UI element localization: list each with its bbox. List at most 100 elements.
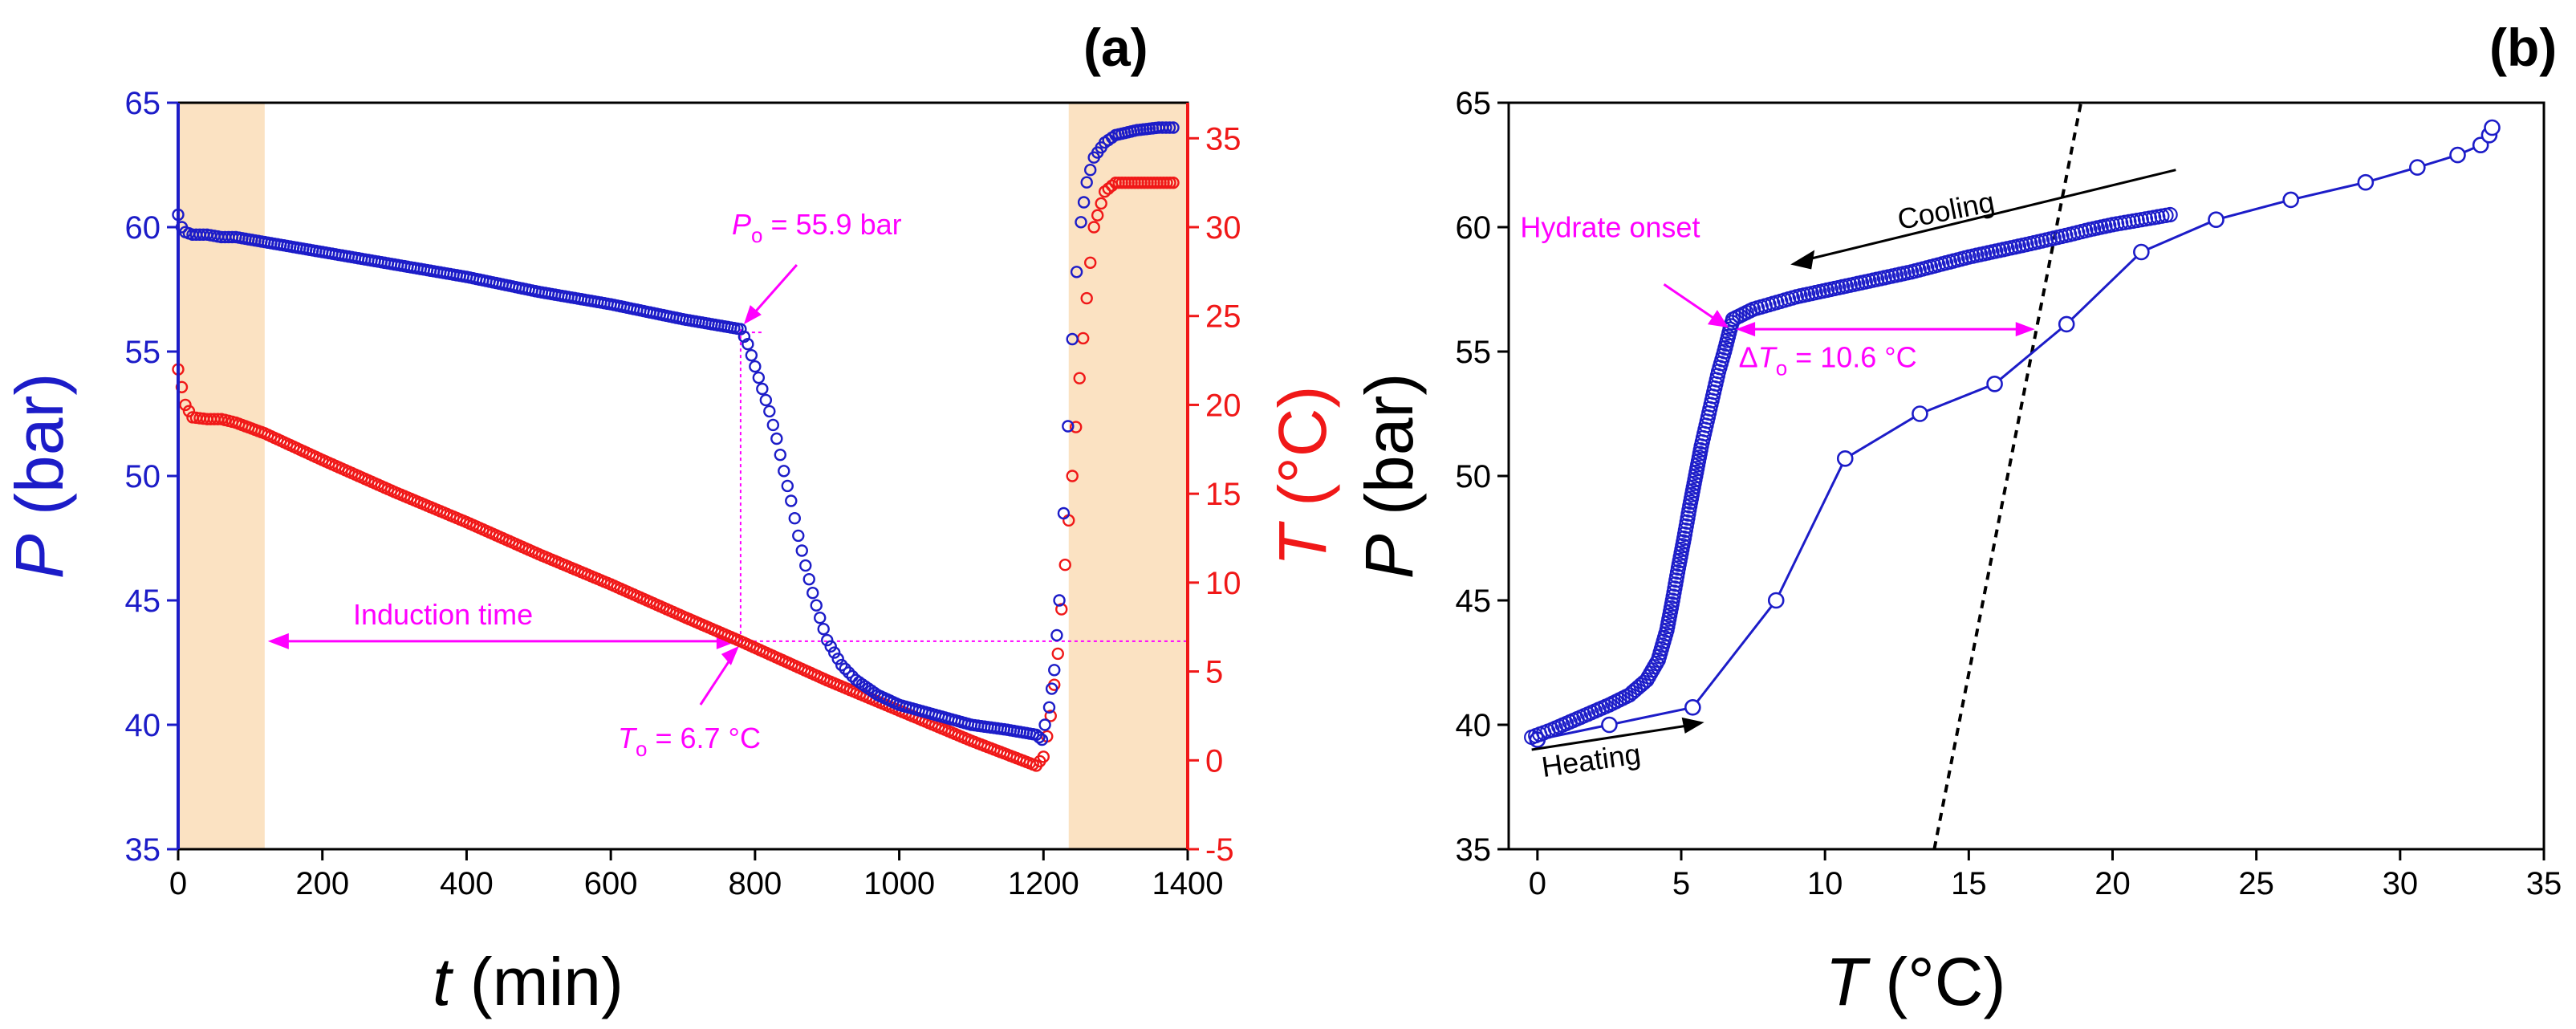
- heating-point: [2484, 119, 2501, 136]
- y-right-axis-title: T (°C): [1265, 386, 1340, 567]
- heating-point: [1986, 375, 2003, 392]
- heating-point: [2357, 173, 2375, 191]
- y-left-tick-label: 55: [125, 335, 161, 370]
- pressure-point: [785, 494, 798, 507]
- x-tick-label: 200: [295, 866, 349, 901]
- temperature-point: [1070, 421, 1083, 433]
- pressure-point: [1050, 628, 1063, 642]
- heating-point: [2282, 191, 2299, 209]
- pressure-point: [1163, 121, 1176, 134]
- x-tick-label: 10: [1807, 866, 1843, 901]
- pressure-point: [802, 572, 815, 586]
- po-annotation: Po = 55.9 bar: [732, 208, 902, 247]
- x-tick-label: 1200: [1008, 866, 1079, 901]
- x-tick-label: 20: [2095, 866, 2131, 901]
- pressure-point: [821, 633, 834, 647]
- pressure-point: [1075, 216, 1087, 229]
- pressure-point: [1062, 420, 1075, 433]
- pressure-point: [1080, 176, 1093, 189]
- temperature-point: [1073, 372, 1086, 384]
- pressure-point: [807, 587, 819, 600]
- pressure-point: [1035, 733, 1049, 746]
- x-tick-label: 600: [584, 866, 638, 901]
- pressure-point: [778, 465, 790, 478]
- heating-point: [2449, 146, 2466, 164]
- temperature-point: [1098, 185, 1111, 198]
- pressure-point: [1048, 664, 1061, 677]
- temperature-point: [1044, 710, 1057, 722]
- pressure-point: [745, 348, 758, 362]
- axis-ticks: 0 5 10 15 20 25 30 35 35 40 45 50 55 60 65: [1456, 86, 2562, 901]
- pressure-point: [770, 432, 783, 445]
- y-left-tick-label: 65: [125, 86, 161, 121]
- onset-arrow-line: [1663, 283, 1721, 324]
- x-tick-label: 400: [440, 866, 494, 901]
- pressure-point: [781, 479, 794, 493]
- temperature-point: [1087, 221, 1100, 234]
- pressure-point: [835, 658, 848, 672]
- pressure-point: [788, 512, 801, 525]
- data-points: [1524, 119, 2501, 748]
- y-right-tick-label: 30: [1205, 210, 1241, 246]
- y-tick-label: 65: [1456, 86, 1492, 121]
- heating-label: Heating: [1539, 737, 1643, 783]
- y-tick-label: 45: [1456, 584, 1492, 619]
- axis-ticks: 0 200 400 600 800 1000 1200 140035404550556065-…: [125, 86, 1241, 901]
- pressure-point: [1077, 196, 1091, 209]
- y-tick-label: 40: [1456, 708, 1492, 743]
- heating-point: [2409, 159, 2426, 176]
- x-tick-label: 30: [2383, 866, 2419, 901]
- y-left-axis-title: P (bar): [2, 373, 77, 580]
- induction-time-label: Induction time: [353, 598, 533, 631]
- temperature-point: [1091, 209, 1104, 222]
- temperature-point: [1083, 256, 1097, 269]
- heating-point: [1684, 698, 1701, 716]
- pressure-point: [749, 360, 762, 373]
- y-right-tick-label: 10: [1205, 566, 1241, 601]
- heating-point: [1836, 449, 1854, 467]
- y-axis-title: P (bar): [1351, 373, 1427, 580]
- x-tick-label: 1400: [1152, 866, 1224, 901]
- pressure-point: [1042, 701, 1056, 714]
- pressure-point: [817, 622, 830, 636]
- annotation-lines: [1531, 169, 2176, 751]
- y-left-tick-label: 50: [125, 459, 161, 494]
- temperature-point: [1058, 559, 1071, 571]
- pressure-point: [814, 612, 827, 624]
- x-tick-label: 1000: [863, 866, 935, 901]
- y-left-tick-label: 40: [125, 708, 161, 743]
- cooling-point: [1524, 729, 1540, 746]
- pressure-point: [742, 338, 754, 351]
- x-tick-label: 15: [1951, 866, 1987, 901]
- y-tick-label: 35: [1456, 832, 1492, 868]
- hydrate-onset-label: Hydrate onset: [1520, 210, 1700, 243]
- cooling-label: Cooling: [1895, 185, 1997, 236]
- pressure-point: [766, 418, 780, 432]
- pressure-point: [774, 448, 787, 462]
- shaded-region-final: [1068, 103, 1188, 849]
- pressure-point: [1083, 163, 1097, 177]
- heating-point: [1767, 592, 1785, 609]
- pressure-point: [842, 666, 855, 679]
- po-arrow-head: [743, 305, 762, 325]
- pressure-point: [1045, 682, 1058, 695]
- temperature-point: [179, 398, 192, 412]
- to-annotation: To = 6.7 °C: [618, 722, 761, 761]
- y-right-tick-label: 20: [1205, 388, 1241, 423]
- heating-arrow-head: [1681, 717, 1704, 734]
- pressure-point: [1057, 506, 1071, 520]
- y-right-tick-label: 15: [1205, 477, 1241, 512]
- cooling-arrow-head: [1790, 250, 1815, 270]
- pressure-point: [810, 599, 823, 612]
- heating-point: [1912, 405, 1928, 422]
- pressure-point: [1053, 594, 1066, 607]
- pressure-point: [827, 646, 841, 659]
- y-right-tick-label: -5: [1205, 832, 1234, 868]
- induction-arrow-head-left: [267, 632, 289, 649]
- x-tick-label: 35: [2526, 866, 2562, 901]
- heating-point: [2058, 315, 2075, 333]
- pressure-point: [756, 382, 769, 396]
- temperature-point: [1167, 176, 1180, 189]
- pressure-point: [1066, 332, 1079, 346]
